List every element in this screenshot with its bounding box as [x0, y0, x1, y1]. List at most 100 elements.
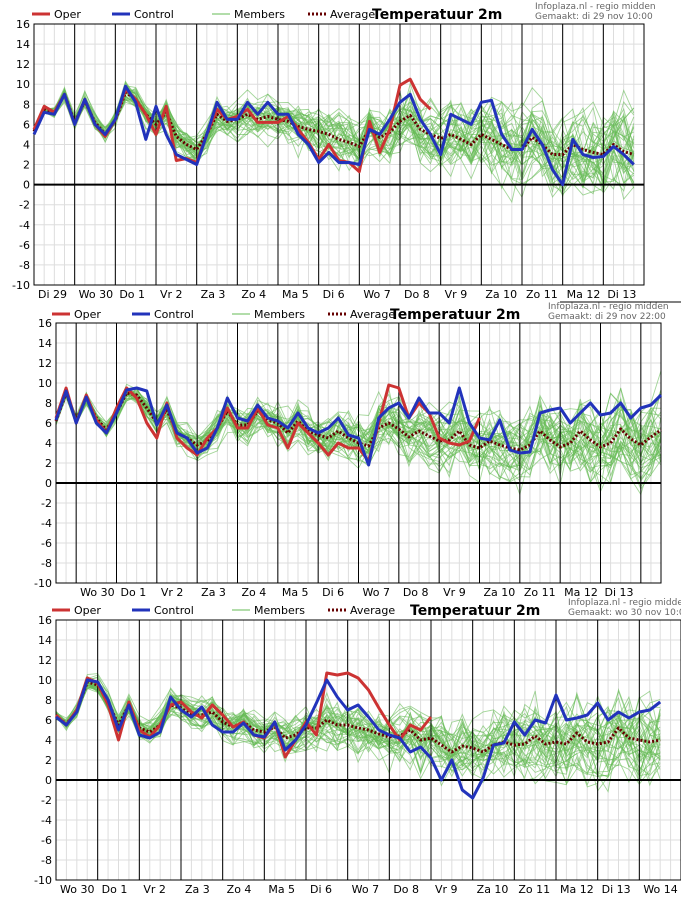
series-control-line [55, 678, 662, 800]
x-day-label: Ma 5 [282, 586, 309, 599]
y-tick-label: 2 [45, 457, 52, 470]
member-line [55, 684, 661, 785]
y-tick-label: 8 [45, 694, 52, 707]
y-tick-label: 14 [38, 634, 52, 647]
x-day-label: Zo 4 [227, 883, 252, 896]
member-line [33, 88, 634, 199]
legend-members-label: Members [254, 604, 305, 617]
chart-title: Temperatuur 2m [372, 7, 502, 23]
y-tick-label: 4 [45, 437, 52, 450]
y-tick-label: 0 [45, 774, 52, 787]
member-line [55, 683, 661, 780]
x-day-label: Do 8 [403, 586, 429, 599]
y-tick-label: 10 [38, 674, 52, 687]
y-tick-label: 12 [38, 654, 52, 667]
series-control-line [32, 84, 635, 187]
y-tick-label: -6 [41, 834, 52, 847]
legend-oper-label: Oper [74, 604, 101, 617]
x-day-label: Vr 2 [160, 288, 183, 301]
member-line [33, 89, 635, 199]
x-day-label: Do 8 [404, 288, 430, 301]
x-day-label: Za 3 [201, 586, 226, 599]
x-day-label: Za 3 [201, 288, 226, 301]
y-tick-label: 12 [16, 58, 30, 71]
x-day-label: Ma 5 [282, 288, 309, 301]
legend: Oper Control Members Average [32, 8, 375, 21]
legend-control-label: Control [154, 308, 194, 321]
y-tick-label: 8 [23, 98, 30, 111]
y-tick-label: 2 [45, 754, 52, 767]
x-day-label: Wo 30 [80, 586, 114, 599]
member-line [33, 90, 635, 184]
y-tick-label: 0 [45, 477, 52, 490]
x-day-label: Za 10 [484, 586, 516, 599]
series-average-line [54, 391, 662, 452]
x-day-label: Wo 7 [363, 288, 390, 301]
x-day-label: Vr 2 [143, 883, 166, 896]
y-tick-label: 4 [23, 138, 30, 151]
x-day-label: Do 1 [119, 288, 145, 301]
y-tick-label: 2 [23, 159, 30, 172]
member-line [55, 676, 661, 784]
x-day-label: Zo 11 [518, 883, 550, 896]
plot-frame [55, 322, 662, 584]
source-label: Infoplaza.nl - regio midden [548, 302, 669, 312]
legend-average-label: Average [350, 308, 395, 321]
created-label: Gemaakt: wo 30 nov 10:00 [568, 608, 681, 618]
y-tick-label: 14 [16, 38, 30, 51]
x-day-label: Ma 12 [567, 288, 601, 301]
legend-average-label: Average [350, 604, 395, 617]
x-day-label: Do 1 [121, 586, 147, 599]
legend-members-label: Members [254, 308, 305, 321]
chart-panel-3: 16 14 12 10 8 6 4 2 0 -2 -4 -6 -8 -10 Wo 30 Do 1 Vr 2 Za … [34, 598, 681, 896]
member-line [55, 686, 661, 768]
legend-control-label: Control [134, 8, 174, 21]
y-tick-label: 6 [45, 417, 52, 430]
x-day-label: Za 10 [477, 883, 509, 896]
chart-title: Temperatuur 2m [390, 307, 520, 323]
y-tick-label: 6 [23, 118, 30, 131]
member-line [55, 684, 661, 769]
y-tick-label: -8 [41, 557, 52, 570]
y-tick-label: -4 [41, 814, 52, 827]
x-day-label: Di 6 [310, 883, 332, 896]
x-day-label: Wo 7 [363, 586, 390, 599]
x-day-label: Do 8 [393, 883, 419, 896]
legend-oper-label: Oper [54, 8, 81, 21]
x-day-label: Zo 11 [524, 586, 556, 599]
x-day-label: Do 1 [102, 883, 128, 896]
source-label: Infoplaza.nl - regio midden [535, 2, 656, 12]
x-day-label: Wo 30 [60, 883, 94, 896]
y-tick-label: -4 [41, 517, 52, 530]
series-average-line [32, 90, 635, 156]
y-tick-label: 16 [38, 614, 52, 627]
chart-title: Temperatuur 2m [410, 603, 540, 619]
y-tick-label: -10 [34, 577, 52, 590]
x-day-label: Zo 4 [241, 288, 266, 301]
x-day-label: Zo 11 [526, 288, 558, 301]
x-day-label: Vr 9 [443, 586, 466, 599]
y-tick-label: -2 [41, 794, 52, 807]
y-tick-label: 12 [38, 357, 52, 370]
x-day-label: Za 10 [485, 288, 517, 301]
y-tick-label: 6 [45, 714, 52, 727]
x-day-label: Di 13 [605, 586, 634, 599]
created-label: Gemaakt: di 29 nov 22:00 [548, 312, 666, 322]
y-tick-label: -4 [19, 219, 30, 232]
y-tick-label: 0 [23, 179, 30, 192]
y-tick-label: -8 [41, 854, 52, 867]
member-line [55, 684, 661, 763]
x-day-label: Di 13 [602, 883, 631, 896]
y-tick-label: -2 [41, 497, 52, 510]
x-day-label: Zo 4 [242, 586, 267, 599]
x-day-label: Ma 5 [268, 883, 295, 896]
series-control-line [54, 386, 663, 467]
x-day-label: Vr 2 [161, 586, 184, 599]
x-day-label: Wo 14 [643, 883, 677, 896]
y-tick-label: 10 [38, 377, 52, 390]
chart-panel-2: 16 14 12 10 8 6 4 2 0 -2 -4 -6 -8 -10 Wo 30 Do 1 Vr 2 Za … [34, 302, 669, 599]
member-line [55, 680, 661, 773]
member-line [33, 87, 635, 189]
y-tick-label: 10 [16, 78, 30, 91]
